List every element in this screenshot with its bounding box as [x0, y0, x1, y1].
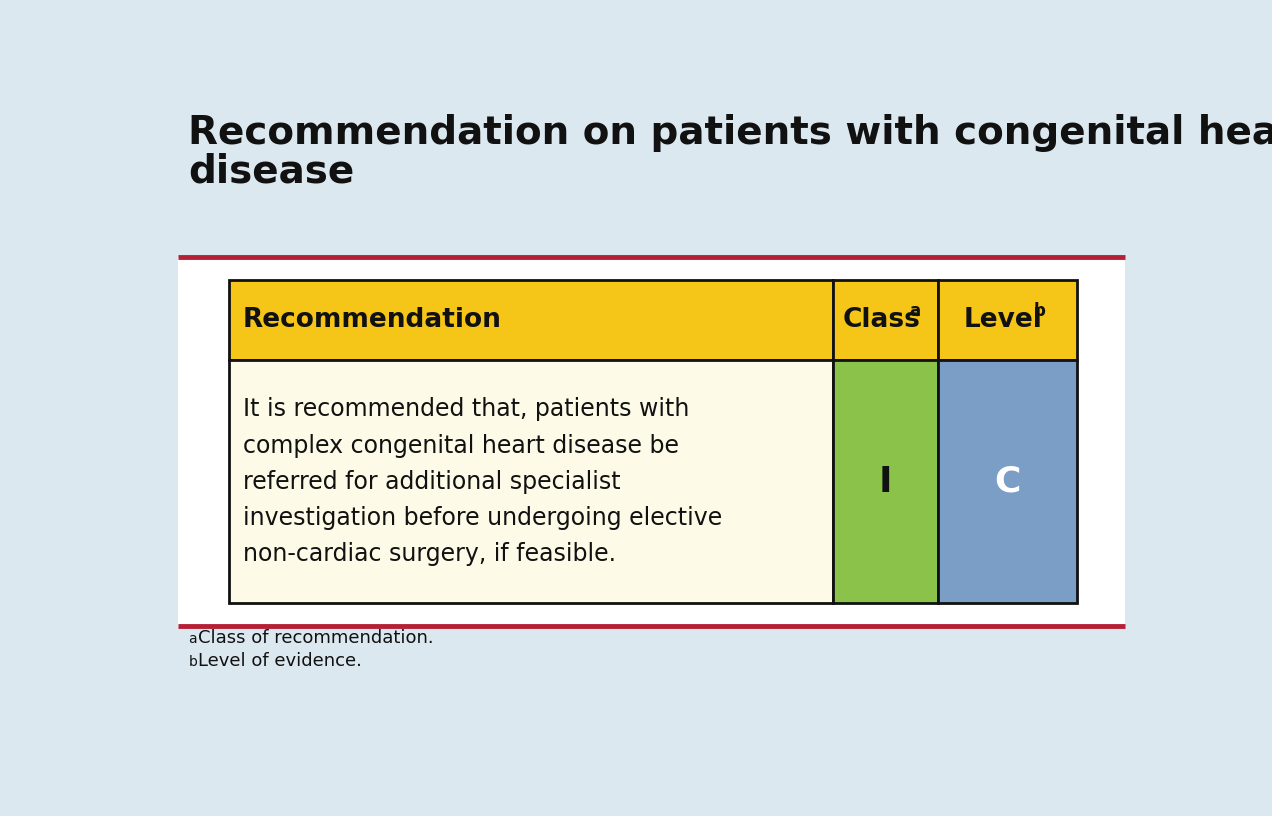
Text: Level: Level — [963, 307, 1043, 333]
Text: Class: Class — [843, 307, 921, 333]
Text: a: a — [188, 632, 197, 646]
Text: Recommendation: Recommendation — [243, 307, 501, 333]
Bar — [178, 256, 1126, 626]
Text: a: a — [908, 302, 920, 320]
Text: Recommendation on patients with congenital heart: Recommendation on patients with congenit… — [188, 114, 1272, 152]
Text: b: b — [188, 655, 197, 669]
Text: It is recommended that, patients with: It is recommended that, patients with — [243, 397, 689, 421]
Bar — [833, 361, 937, 603]
Text: C: C — [995, 465, 1021, 499]
Bar — [229, 361, 833, 603]
Text: referred for additional specialist: referred for additional specialist — [243, 470, 621, 494]
Text: I: I — [879, 465, 893, 499]
Bar — [229, 280, 833, 361]
Text: disease: disease — [188, 153, 355, 191]
Bar — [937, 361, 1077, 603]
Text: Level of evidence.: Level of evidence. — [197, 652, 361, 670]
Bar — [833, 280, 937, 361]
Bar — [937, 280, 1077, 361]
Text: complex congenital heart disease be: complex congenital heart disease be — [243, 433, 679, 458]
Text: investigation before undergoing elective: investigation before undergoing elective — [243, 506, 722, 530]
Text: b: b — [1033, 302, 1046, 320]
Text: non-cardiac surgery, if feasible.: non-cardiac surgery, if feasible. — [243, 542, 616, 566]
Text: Class of recommendation.: Class of recommendation. — [197, 629, 434, 647]
